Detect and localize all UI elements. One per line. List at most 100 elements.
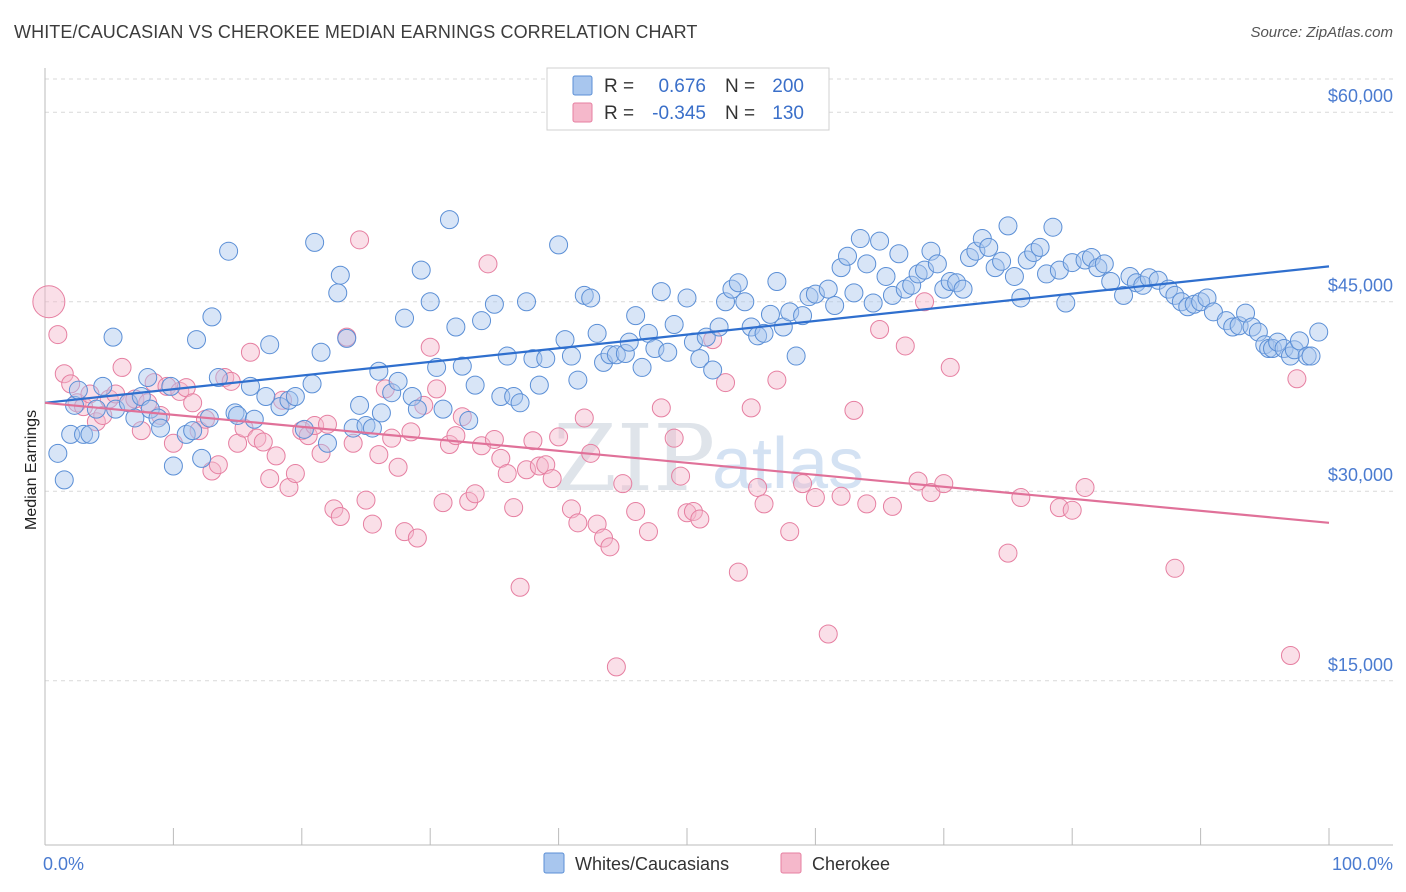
cherokee-point <box>112 357 132 377</box>
cherokee-point <box>523 431 543 451</box>
whites-point <box>161 376 181 396</box>
cherokee-point <box>606 657 626 677</box>
whites-point <box>735 292 755 312</box>
cherokee-point <box>844 400 864 420</box>
whites-point <box>921 241 941 261</box>
whites-point <box>626 306 646 326</box>
whites-point <box>305 232 325 252</box>
cherokee-point <box>805 488 825 508</box>
whites-point <box>382 383 402 403</box>
cherokee-point <box>388 457 408 477</box>
x-axis-ticks <box>44 828 1330 845</box>
whites-point <box>484 294 504 314</box>
whites-point <box>1197 288 1217 308</box>
whites-point <box>825 296 845 316</box>
whites-point <box>1004 266 1024 286</box>
whites-point <box>452 356 472 376</box>
whites-point <box>285 386 305 406</box>
cherokee-point <box>683 501 703 521</box>
cherokee-point <box>183 393 203 413</box>
bottom-legend-label-whites: Whites/Caucasians <box>575 854 729 874</box>
whites-point <box>645 338 665 358</box>
cherokee-point <box>247 428 267 448</box>
bottom-legend-swatch-cherokee <box>780 852 802 874</box>
whites-point <box>68 380 88 400</box>
cherokee-point <box>459 491 479 511</box>
whites-point <box>1114 285 1134 305</box>
cherokee-point <box>510 577 530 597</box>
whites-point <box>1263 338 1283 358</box>
cherokee-point <box>600 537 620 557</box>
whites-point <box>1037 264 1057 284</box>
cherokee-point <box>651 398 671 418</box>
whites-point <box>225 403 245 423</box>
whites-point <box>472 311 492 331</box>
cherokee-point <box>433 493 453 513</box>
legend-r-value-pink: -0.345 <box>652 103 706 124</box>
cherokee-point <box>311 443 331 463</box>
cherokee-point <box>664 428 684 448</box>
cherokee-point <box>767 370 787 390</box>
cherokee-point <box>587 514 607 534</box>
whites-point <box>793 306 813 326</box>
whites-point <box>927 254 947 274</box>
cherokee-point <box>561 499 581 519</box>
whites-point <box>125 408 145 428</box>
trend-lines <box>44 265 1330 524</box>
whites-point <box>651 282 671 302</box>
whites-point <box>876 266 896 286</box>
whites-point <box>895 279 915 299</box>
cherokee-point <box>1280 645 1300 665</box>
whites-point <box>992 251 1012 271</box>
whites-point <box>754 323 774 343</box>
cherokee-point <box>61 374 81 394</box>
whites-point <box>517 292 536 312</box>
whites-point <box>1094 254 1114 274</box>
chart-title: WHITE/CAUCASIAN VS CHEROKEE MEDIAN EARNI… <box>14 22 698 42</box>
cherokee-point <box>529 456 549 476</box>
whites-point <box>192 448 212 468</box>
whites-point <box>716 292 736 312</box>
cherokee-point <box>131 421 151 441</box>
cherokee-point <box>613 474 633 494</box>
whites-point <box>510 393 530 413</box>
correlation-legend: R = 0.676 N = 200 R = -0.345 N = 130 <box>546 67 830 131</box>
whites-point <box>244 409 264 429</box>
source-label[interactable]: Source: ZipAtlas.com <box>1250 24 1393 41</box>
whites-point <box>395 308 415 328</box>
cherokee-point <box>465 484 485 504</box>
cherokee-points <box>32 230 1307 677</box>
whites-point <box>427 357 447 377</box>
whites-point <box>1056 293 1076 313</box>
cherokee-point <box>253 432 273 452</box>
cherokee-point <box>793 474 813 494</box>
whites-point <box>138 368 158 388</box>
whites-point <box>908 264 928 284</box>
whites-point <box>767 272 787 292</box>
whites-point <box>151 418 171 438</box>
whites-point <box>632 357 652 377</box>
whites-point <box>256 386 276 406</box>
whites-point <box>330 265 350 285</box>
whites-point <box>1191 292 1211 312</box>
whites-point <box>786 346 806 366</box>
whites-point <box>294 419 314 439</box>
cherokee-point <box>934 474 954 494</box>
cherokee-point <box>754 494 774 514</box>
cherokee-point <box>780 522 800 542</box>
whites-point <box>260 335 280 355</box>
cherokee-point <box>324 499 344 519</box>
whites-point <box>80 424 100 444</box>
legend-n-value-pink: 130 <box>772 103 804 124</box>
cherokee-point <box>831 486 851 506</box>
whites-point <box>93 376 113 396</box>
cherokee-point <box>407 528 427 548</box>
cherokee-point <box>32 285 66 319</box>
whites-point <box>219 241 239 261</box>
watermark-atlas: atlas <box>712 424 864 504</box>
cherokee-point <box>857 494 877 514</box>
cherokee-point <box>369 445 389 465</box>
whites-point <box>728 273 748 293</box>
cherokee-point <box>536 455 556 475</box>
